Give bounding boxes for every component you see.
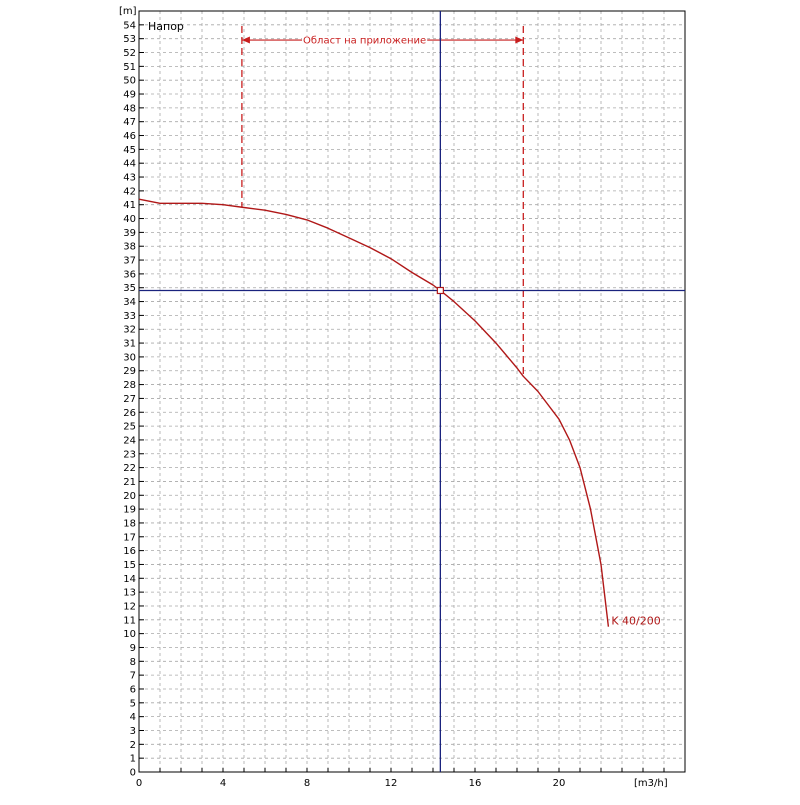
y-tick-label: 0 <box>130 768 136 779</box>
y-tick-label: 23 <box>123 449 136 460</box>
y-tick-label: 28 <box>123 380 136 391</box>
y-tick-label: 9 <box>130 643 136 654</box>
y-tick-label: 50 <box>123 76 136 87</box>
y-tick-label: 31 <box>123 339 136 350</box>
y-tick-label: 33 <box>123 311 136 322</box>
series-line <box>138 198 610 627</box>
y-tick-label: 43 <box>123 173 136 184</box>
y-tick-label: 17 <box>123 532 136 543</box>
range-arrow-right-head <box>515 36 524 44</box>
y-tick-label: 37 <box>123 256 136 267</box>
y-tick-label: 10 <box>123 629 136 640</box>
y-tick-label: 34 <box>123 297 136 308</box>
y-tick-label: 4 <box>130 712 136 723</box>
application-range: Област на приложение <box>241 26 524 377</box>
series-layer: K 40/200 <box>138 198 661 628</box>
range-label: Област на приложение <box>303 36 426 47</box>
y-tick-label: 16 <box>123 546 136 557</box>
y-tick-label: 40 <box>123 214 136 225</box>
y-tick-label: 15 <box>123 560 136 571</box>
y-tick-label: 32 <box>123 325 136 336</box>
range-arrow-left-head <box>241 36 250 44</box>
x-tick-label: 12 <box>385 778 398 789</box>
y-tick-label: 5 <box>130 698 136 709</box>
y-tick-label: 24 <box>123 435 136 446</box>
y-tick-label: 21 <box>123 477 136 488</box>
y-tick-label: 12 <box>123 601 136 612</box>
y-tick-label: 26 <box>123 408 136 419</box>
tick-marks <box>138 24 686 773</box>
y-tick-labels: 0123456789101112131415161718192021222324… <box>123 20 136 778</box>
y-tick-label: 11 <box>123 615 136 626</box>
y-tick-label: 44 <box>123 159 136 170</box>
operating-point-marker <box>436 286 444 295</box>
y-tick-label: 25 <box>123 422 136 433</box>
operating-point-layer <box>139 11 685 772</box>
y-tick-label: 19 <box>123 505 136 516</box>
y-tick-label: 46 <box>123 131 136 142</box>
y-tick-label: 2 <box>130 740 136 751</box>
x-tick-label: 4 <box>220 778 226 789</box>
y-tick-label: 29 <box>123 366 136 377</box>
y-tick-label: 48 <box>123 103 136 114</box>
x-tick-label: 16 <box>469 778 482 789</box>
y-tick-label: 8 <box>130 657 136 668</box>
y-tick-label: 53 <box>123 34 136 45</box>
y-tick-label: 13 <box>123 588 136 599</box>
y-axis-unit: [m] <box>119 6 137 17</box>
y-tick-label: 54 <box>123 20 136 31</box>
y-tick-label: 30 <box>123 352 136 363</box>
y-tick-label: 22 <box>123 463 136 474</box>
y-tick-label: 47 <box>123 117 136 128</box>
y-tick-label: 39 <box>123 228 136 239</box>
y-tick-label: 49 <box>123 90 136 101</box>
y-tick-label: 42 <box>123 186 136 197</box>
y-tick-label: 45 <box>123 145 136 156</box>
grid <box>139 11 685 772</box>
chart-title: Напор <box>148 20 184 33</box>
range-label-background <box>302 35 428 47</box>
y-tick-label: 52 <box>123 48 136 59</box>
y-tick-label: 51 <box>123 62 136 73</box>
y-tick-label: 36 <box>123 269 136 280</box>
y-tick-label: 3 <box>130 726 136 737</box>
y-tick-label: 14 <box>123 574 136 585</box>
x-tick-labels: 0 4 8 12 16 20 <box>136 778 566 789</box>
y-tick-label: 20 <box>123 491 136 502</box>
x-tick-label: 8 <box>304 778 310 789</box>
x-tick-label: 20 <box>553 778 566 789</box>
y-tick-label: 35 <box>123 283 136 294</box>
series-label: K 40/200 <box>611 615 660 628</box>
y-tick-label: 18 <box>123 518 136 529</box>
y-tick-label: 1 <box>130 754 136 765</box>
y-tick-label: 6 <box>130 684 136 695</box>
y-tick-label: 41 <box>123 200 136 211</box>
x-axis-unit: [m3/h] <box>634 778 668 789</box>
y-tick-label: 38 <box>123 242 136 253</box>
y-tick-label: 7 <box>130 671 136 682</box>
y-tick-label: 27 <box>123 394 136 405</box>
x-tick-label: 0 <box>136 778 142 789</box>
